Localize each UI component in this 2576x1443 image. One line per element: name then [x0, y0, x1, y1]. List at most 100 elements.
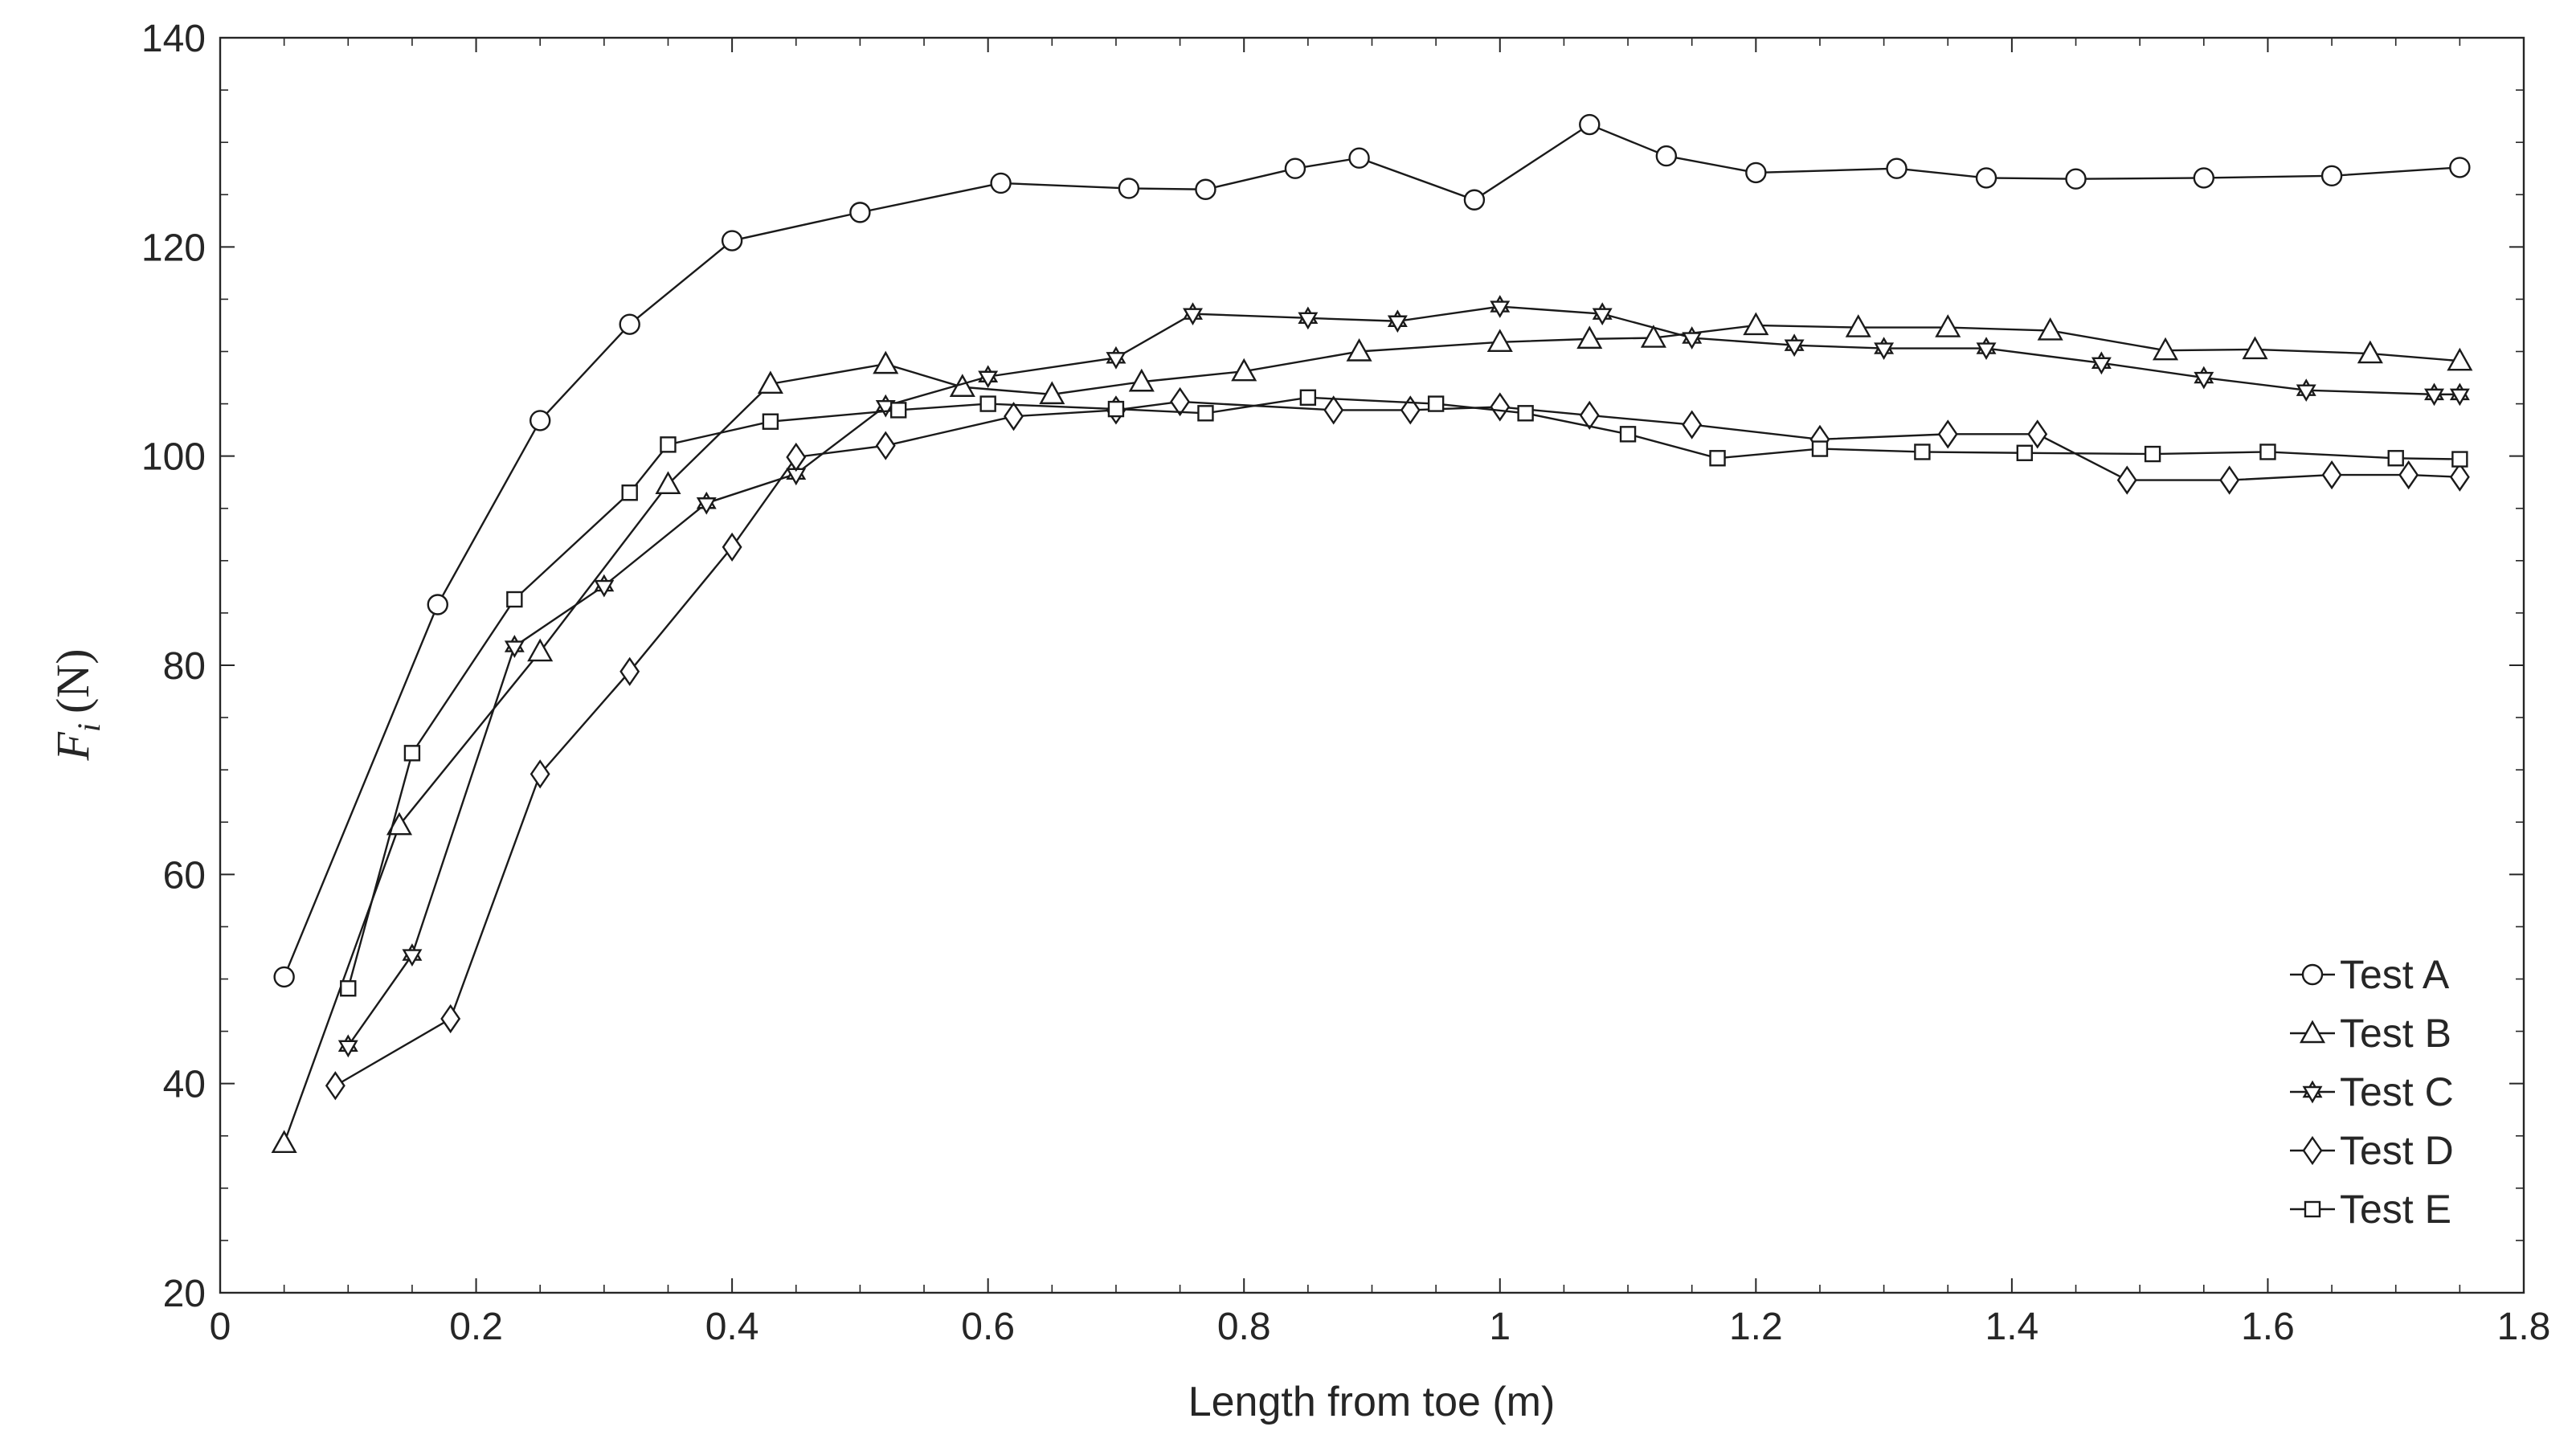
data-point-test-e — [979, 395, 996, 412]
data-point-test-e — [621, 484, 638, 501]
legend-label-test-d: Test D — [2340, 1128, 2454, 1173]
data-point-test-c — [337, 1034, 358, 1058]
y-axis-label-main: F — [47, 732, 99, 762]
data-point-test-d — [1682, 410, 1703, 439]
data-point-test-c-down — [1106, 352, 1126, 370]
data-point-test-e — [1427, 395, 1445, 412]
data-point-test-b — [655, 471, 681, 495]
data-point-test-c-down — [1298, 312, 1319, 330]
data-point-test-c-down — [1490, 300, 1511, 318]
data-point-test-d — [786, 442, 807, 472]
data-point-test-d — [440, 1004, 461, 1034]
legend-label-test-e: Test E — [2340, 1187, 2451, 1232]
data-point-test-c-down — [1183, 308, 1203, 326]
data-point-test-b — [1743, 312, 1769, 336]
y-tick-label: 20 — [163, 1273, 206, 1315]
y-tick-label: 40 — [163, 1064, 206, 1106]
series-test-c — [337, 295, 2470, 1058]
data-point-test-c — [2449, 382, 2470, 407]
legend-label-test-b: Test B — [2340, 1011, 2451, 1056]
data-point-test-b — [1935, 314, 1961, 337]
data-point-test-c — [504, 635, 525, 658]
data-point-test-d — [2398, 460, 2419, 490]
x-tick-label: 0.4 — [705, 1306, 759, 1348]
data-point-test-e — [1107, 400, 1125, 418]
data-point-test-d — [1579, 400, 1600, 431]
data-point-test-a — [1348, 147, 1370, 169]
data-point-test-e — [660, 436, 677, 453]
x-tick-label: 0.8 — [1217, 1306, 1271, 1348]
x-tick-label: 1.6 — [2241, 1306, 2295, 1348]
data-point-test-b — [2037, 317, 2063, 341]
data-point-test-b — [1039, 381, 1065, 405]
data-point-test-d — [1490, 392, 1511, 422]
data-point-test-c — [1784, 333, 1805, 358]
legend-marker-test-c — [2302, 1080, 2323, 1104]
y-tick-label: 100 — [141, 436, 206, 479]
data-point-test-b — [873, 350, 899, 374]
data-point-test-b — [271, 1130, 297, 1154]
data-point-test-c — [1490, 295, 1511, 318]
plot-area: 0 0.2 0.4 0.6 0.8 1 1.2 1.4 1.6 1.8 20 40 60 80 100 120… — [141, 18, 2550, 1348]
data-point-test-c-down — [696, 497, 717, 515]
data-point-test-c — [2424, 382, 2444, 407]
data-point-test-e — [2387, 450, 2404, 467]
x-tick-label: 1 — [1489, 1306, 1511, 1348]
data-point-test-e — [1914, 444, 1931, 460]
data-point-test-a — [427, 594, 448, 615]
series-test-e — [340, 389, 2468, 997]
data-point-test-e — [889, 402, 907, 419]
data-point-test-a — [273, 966, 295, 988]
x-tick-label: 0 — [210, 1306, 231, 1348]
data-point-test-e — [1517, 405, 1534, 422]
data-point-test-e — [1619, 426, 1637, 443]
data-point-test-a — [990, 172, 1012, 194]
data-point-test-d — [1170, 386, 1191, 417]
data-point-test-c — [2091, 351, 2112, 375]
data-point-test-c-down — [875, 399, 896, 418]
data-point-test-d — [1004, 402, 1024, 431]
data-point-test-a — [1118, 178, 1140, 199]
y-tick-label: 80 — [163, 645, 206, 688]
data-point-test-d — [2027, 419, 2048, 449]
series-test-a — [273, 113, 2471, 988]
data-point-test-c-down — [1682, 332, 1703, 350]
data-point-test-c — [1387, 309, 1408, 333]
data-point-test-c — [696, 491, 717, 515]
y-tick-label: 140 — [141, 18, 206, 60]
data-point-test-b — [2152, 337, 2179, 361]
x-tick-label: 1.8 — [2497, 1306, 2551, 1348]
data-point-test-b — [1346, 338, 1372, 362]
data-point-test-c-down — [1976, 342, 1997, 360]
data-point-test-e — [2016, 444, 2034, 461]
y-axis-label-subscript: i — [71, 723, 107, 732]
data-point-test-c — [594, 574, 615, 598]
data-point-test-e — [403, 745, 421, 762]
legend-item-test-b: Test B — [2290, 1011, 2451, 1056]
legend-label-test-a: Test A — [2340, 952, 2450, 997]
y-axis-label-unit: (N) — [47, 648, 99, 713]
series-test-b — [271, 312, 2473, 1154]
data-point-test-c-down — [1592, 308, 1613, 326]
data-point-test-c — [1874, 337, 1895, 360]
data-point-test-a — [1579, 113, 1601, 136]
y-tick-label: 120 — [141, 227, 206, 269]
data-point-test-e — [1709, 450, 1726, 467]
data-point-test-c-down — [1387, 315, 1408, 333]
legend-item-test-c: Test C — [2290, 1069, 2454, 1114]
data-point-test-a — [1195, 178, 1216, 200]
data-point-test-d — [530, 759, 550, 789]
x-tick-label: 1.4 — [1985, 1306, 2039, 1348]
legend-item-test-d: Test D — [2290, 1128, 2454, 1173]
data-point-test-b — [757, 370, 783, 394]
x-axis-label: Length from toe (m) — [1188, 1379, 1556, 1425]
data-point-test-c-down — [2091, 357, 2112, 375]
data-point-test-c-down — [1874, 342, 1895, 360]
series-line-test-e — [347, 396, 2460, 989]
data-point-test-a — [2193, 167, 2215, 189]
data-point-test-c-down — [337, 1040, 358, 1058]
data-point-test-d — [875, 431, 896, 460]
data-point-test-c — [2194, 366, 2214, 390]
data-point-test-b — [2447, 347, 2473, 371]
